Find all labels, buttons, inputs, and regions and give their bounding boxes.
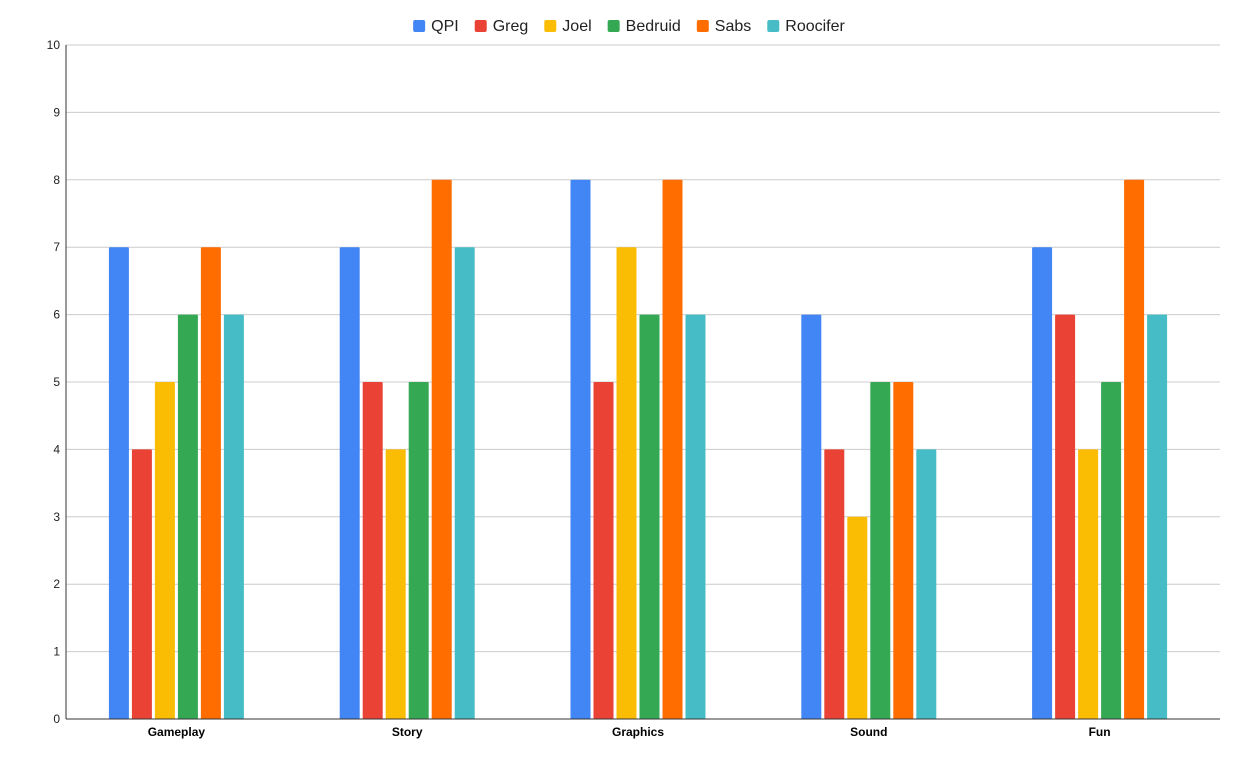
bar-greg-fun	[1055, 314, 1076, 719]
legend-label: Roocifer	[785, 18, 845, 35]
bar-qpi-fun	[1032, 247, 1053, 719]
bar-sabs-story	[431, 179, 452, 720]
bar-greg-gameplay	[131, 449, 152, 719]
bars	[108, 179, 1168, 720]
bar-sabs-fun	[1124, 179, 1145, 720]
legend-swatch	[474, 20, 487, 32]
bar-bedruid-gameplay	[177, 314, 198, 719]
x-tick-label: Sound	[850, 725, 887, 739]
bar-bedruid-sound	[870, 382, 891, 719]
bar-bedruid-fun	[1101, 382, 1122, 719]
bar-greg-graphics	[593, 382, 614, 719]
bar-roocifer-fun	[1147, 314, 1168, 719]
x-tick-label: Story	[392, 725, 423, 739]
bar-sabs-gameplay	[200, 247, 221, 719]
bar-qpi-graphics	[570, 179, 591, 720]
legend-swatch	[607, 20, 620, 32]
y-tick-label: 10	[47, 38, 61, 52]
bar-sabs-graphics	[662, 179, 683, 720]
legend-label: Sabs	[715, 18, 751, 35]
y-tick-label: 7	[53, 240, 60, 254]
legend-item-roocifer: Roocifer	[767, 18, 846, 35]
bar-qpi-sound	[801, 314, 822, 719]
legend-swatch	[696, 20, 709, 32]
legend-swatch	[767, 20, 780, 32]
bar-qpi-gameplay	[108, 247, 129, 719]
bar-bedruid-story	[408, 382, 429, 719]
legend-label: QPI	[431, 18, 459, 35]
bar-qpi-story	[339, 247, 360, 719]
legend-item-sabs: Sabs	[696, 18, 751, 35]
y-tick-label: 0	[53, 712, 60, 726]
bar-joel-graphics	[616, 247, 637, 719]
legend: QPI Greg Joel Bedruid Sabs Roocifer	[413, 18, 846, 35]
x-tick-label: Fun	[1089, 725, 1111, 739]
y-tick-label: 1	[53, 645, 60, 659]
y-tick-label: 3	[53, 510, 60, 524]
y-tick-label: 8	[53, 173, 60, 187]
x-tick-label: Gameplay	[148, 725, 206, 739]
bar-greg-story	[362, 382, 383, 719]
bar-greg-sound	[824, 449, 845, 719]
y-tick-label: 4	[53, 442, 60, 456]
legend-label: Greg	[493, 18, 529, 35]
legend-item-joel: Joel	[544, 18, 592, 35]
legend-swatch	[544, 20, 557, 32]
legend-swatch	[413, 20, 426, 32]
legend-item-bedruid: Bedruid	[607, 18, 681, 35]
bar-roocifer-gameplay	[223, 314, 244, 719]
bar-joel-fun	[1078, 449, 1099, 719]
legend-item-greg: Greg	[474, 18, 529, 35]
bar-roocifer-sound	[916, 449, 937, 719]
x-axis-ticks: Gameplay Story Graphics Sound Fun	[148, 725, 1111, 739]
y-axis-ticks: 0 1 2 3 4 5 6 7 8 9 10	[47, 38, 61, 726]
bar-roocifer-story	[454, 247, 475, 719]
bar-joel-sound	[847, 516, 868, 719]
bar-joel-gameplay	[154, 382, 175, 719]
y-tick-label: 2	[53, 577, 60, 591]
bar-joel-story	[385, 449, 406, 719]
bar-bedruid-graphics	[639, 314, 660, 719]
x-tick-label: Graphics	[612, 725, 664, 739]
legend-label: Bedruid	[626, 18, 681, 35]
legend-label: Joel	[562, 18, 591, 35]
bar-sabs-sound	[893, 382, 914, 719]
y-tick-label: 5	[53, 375, 60, 389]
y-tick-label: 6	[53, 308, 60, 322]
bar-roocifer-graphics	[685, 314, 706, 719]
y-tick-label: 9	[53, 105, 60, 119]
legend-item-qpi: QPI	[413, 18, 459, 35]
